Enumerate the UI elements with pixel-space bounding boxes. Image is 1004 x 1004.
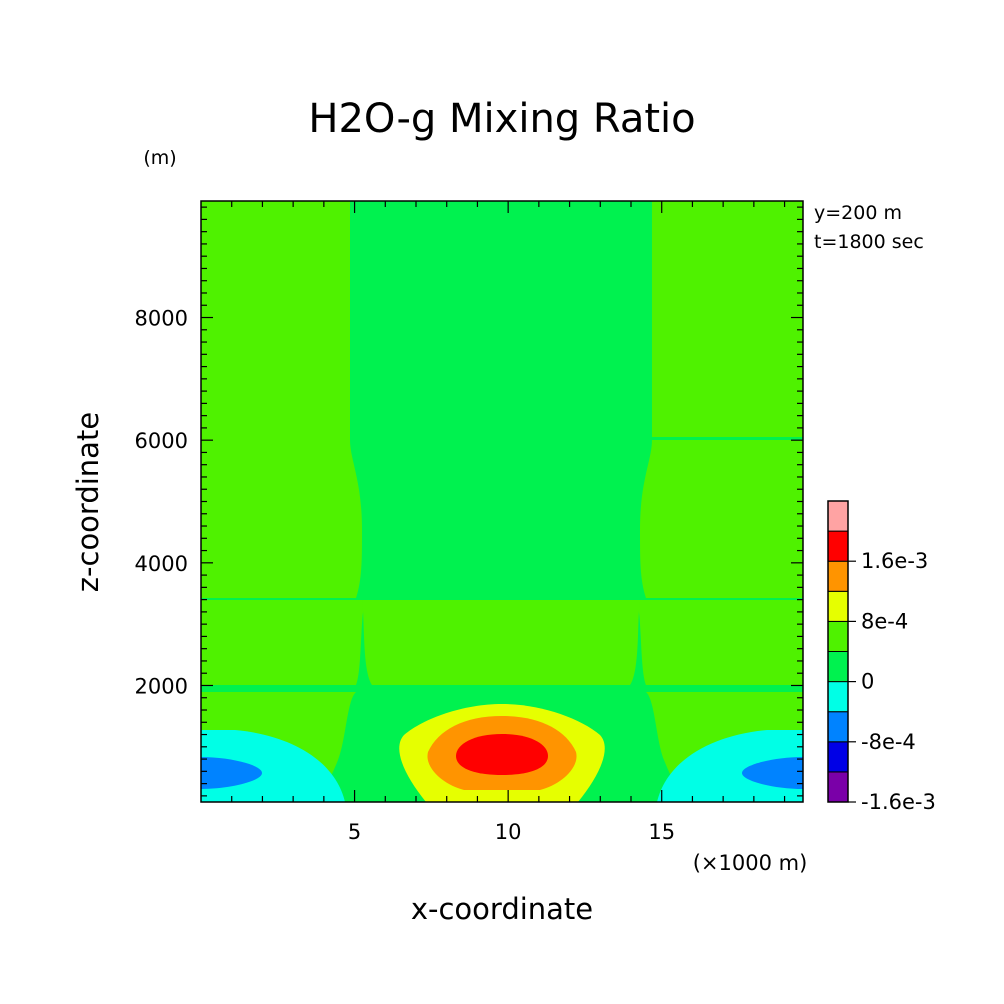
contour-region-red-core	[456, 734, 548, 775]
colorbar-label: 8e-4	[861, 609, 908, 633]
y-axis-label: z-coordinate	[71, 412, 105, 592]
colorbar-swatch	[827, 681, 849, 713]
y-tick-label: 6000	[135, 429, 188, 453]
colorbar-label: 1.6e-3	[861, 549, 928, 573]
contour-region-right-core	[742, 757, 803, 789]
y-tick-label: 8000	[135, 307, 188, 331]
colorbar-swatch	[827, 620, 849, 653]
annotation-y: y=200 m	[814, 202, 902, 224]
x-tick-label: 5	[348, 820, 361, 844]
chart-title: H2O-g Mixing Ratio	[308, 96, 695, 142]
contour-region-left-core	[201, 757, 262, 789]
x-unit-label: (×1000 m)	[693, 851, 808, 875]
contour-region-mid-band	[201, 437, 350, 440]
contour-region-upper-band	[362, 600, 640, 685]
y-tick-label: 4000	[135, 552, 188, 576]
colorbar-swatch	[827, 500, 849, 532]
x-axis-ticks: 5 10 15	[231, 201, 786, 844]
y-unit-label: (m)	[143, 147, 176, 169]
x-tick-label: 10	[495, 820, 522, 844]
y-tick-label: 2000	[135, 674, 188, 698]
colorbar-swatch	[827, 530, 849, 562]
x-tick-label: 15	[648, 820, 675, 844]
contour-region-central-column	[201, 201, 803, 802]
colorbar-swatch	[827, 771, 849, 803]
colorbar: 1.6e-3 8e-4 0 -8e-4 -1.6e-3	[827, 500, 936, 814]
colorbar-label: -8e-4	[861, 730, 916, 754]
colorbar-label: -1.6e-3	[861, 790, 936, 814]
colorbar-swatch	[827, 590, 849, 622]
colorbar-label: 0	[861, 670, 874, 694]
annotation-t: t=1800 sec	[814, 231, 924, 253]
contour-field	[201, 201, 803, 802]
colorbar-frame	[827, 500, 849, 803]
x-axis-label: x-coordinate	[411, 892, 593, 926]
y-axis-ticks: 2000 4000 6000 8000	[135, 206, 803, 797]
colorbar-swatch	[827, 560, 849, 592]
colorbar-swatch	[827, 651, 849, 683]
colorbar-swatch	[827, 711, 849, 743]
colorbar-swatch	[827, 741, 849, 773]
